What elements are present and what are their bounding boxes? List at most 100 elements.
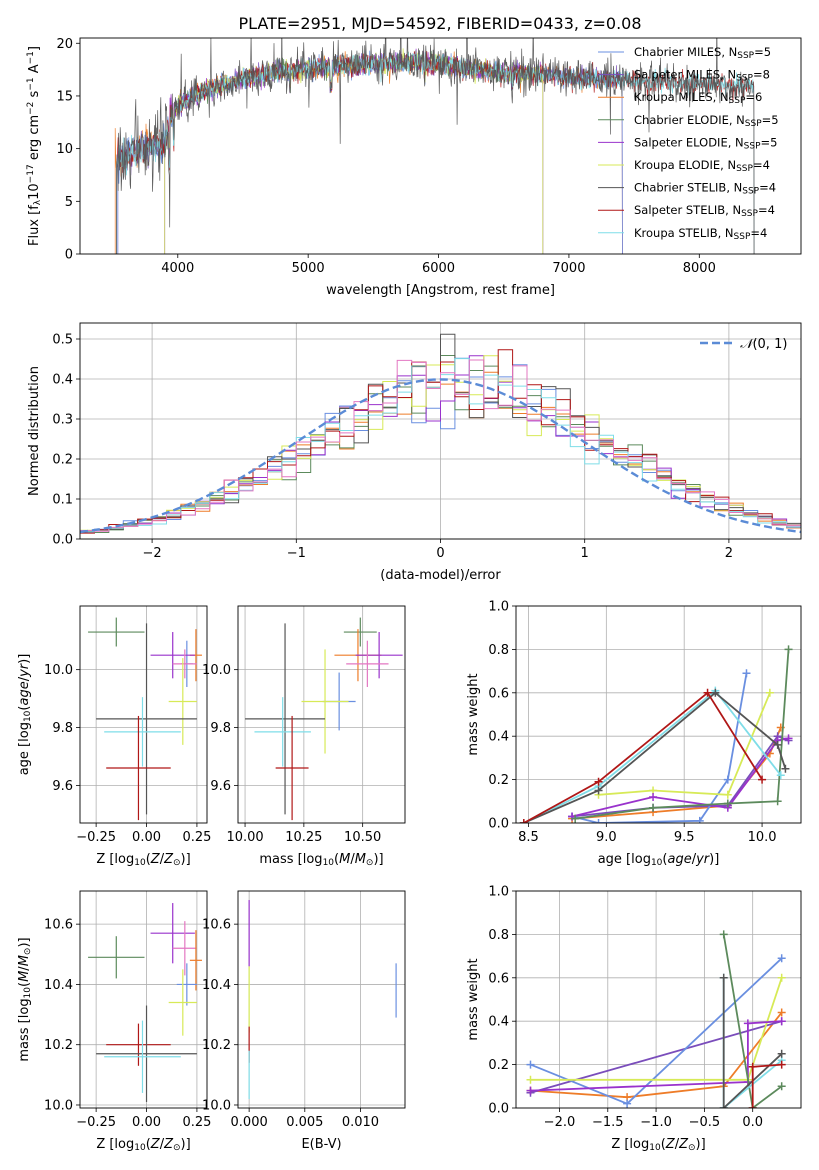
y-tick-label: 0.1 (52, 493, 73, 508)
z-weight-panel: −2.0 −1.5 −1.0 −0.5 0.0 0.0 0.2 0.4 0.6 0.8 1.0 mas… (466, 885, 802, 1153)
weight-marker (719, 930, 728, 939)
weight-marker (594, 786, 603, 795)
axes-frame (79, 605, 208, 824)
figure-title: PLATE=2951, MJD=54592, FIBERID=0433, z=0… (238, 14, 641, 33)
y-axis-label: Flux [fλ10−17 erg cm−2 s−1 A−1] (26, 46, 43, 246)
weight-marker (777, 973, 786, 982)
z-mass-panel: −0.25 0.00 0.25 10.0 10.2 10.4 10.6 Z [log10(Z/… (17, 890, 211, 1153)
y-tick-label: 9.6 (210, 779, 231, 794)
y-tick-label: 10.4 (44, 978, 73, 993)
y-tick-label: 0.2 (488, 773, 509, 788)
spectrum-line (116, 38, 755, 254)
x-tick-label: 2 (725, 546, 733, 561)
weight-marker (784, 645, 793, 654)
spectrum-line (116, 52, 755, 254)
legend-label: Kroupa MILES, NSSP=6 (634, 90, 762, 106)
x-axis-label: age [log10(age/yr)] (598, 852, 720, 868)
weight-line (523, 689, 782, 823)
x-tick-label: 8000 (683, 261, 716, 276)
plot-area (248, 900, 397, 1099)
x-tick-label: 9.0 (596, 830, 617, 845)
y-tick-label: 0.2 (488, 1058, 509, 1073)
weight-line (598, 692, 771, 796)
x-tick-label: 0.00 (132, 1115, 161, 1130)
x-axis-label: wavelength [Angstrom, rest frame] (326, 283, 555, 298)
x-tick-label: −1.5 (592, 1115, 624, 1130)
y-tick-label: 0.0 (488, 817, 509, 832)
y-tick-label: 9.8 (210, 721, 231, 736)
y-tick-label: 1.0 (488, 600, 509, 615)
axes-frame (515, 890, 802, 1109)
weight-marker (748, 1104, 757, 1108)
x-tick-label: −2 (143, 546, 162, 561)
weight-marker (748, 1062, 757, 1071)
x-tick-label: −1 (287, 546, 306, 561)
x-tick-label: 8.5 (518, 830, 539, 845)
y-tick-label: 5 (65, 195, 73, 210)
x-axis-label: Z [log10(Z/Z⊙)] (96, 852, 190, 868)
x-tick-label: 9.5 (674, 830, 695, 845)
weight-marker (723, 799, 732, 808)
axes-frame (515, 605, 802, 824)
weight-line (722, 977, 783, 1108)
weight-marker (526, 1060, 535, 1069)
x-tick-label: 0.010 (342, 1115, 379, 1130)
y-tick-label: 1.0 (488, 885, 509, 900)
weight-marker (742, 669, 751, 678)
residuals-panel: −2 −1 0 1 2 0.0 0.1 0.2 0.3 0.4 0.5 (data-model)/er… (27, 322, 802, 583)
y-tick-label: 10.0 (202, 663, 231, 678)
x-tick-label: −2.0 (544, 1115, 576, 1130)
spectrum-panel: 4000 5000 6000 7000 8000 0 5 10 15 20 wavelength [… (26, 37, 802, 298)
legend-label: Salpeter MILES, NSSP=8 (634, 68, 770, 84)
x-tick-label: 0.00 (132, 830, 161, 845)
y-tick-label: 0.4 (52, 373, 73, 388)
weight-marker (777, 1017, 786, 1026)
x-tick-label: 10.50 (344, 830, 381, 845)
spectrum-line (117, 52, 623, 254)
x-tick-label: 0.005 (286, 1115, 323, 1130)
x-axis-label: E(B-V) (301, 1137, 341, 1152)
y-tick-label: 0.6 (488, 971, 509, 986)
y-axis-label: mass weight (466, 673, 481, 755)
weight-marker (765, 688, 774, 697)
legend-label: Kroupa ELODIE, NSSP=4 (634, 158, 770, 174)
y-axis-label: mass [log10(M/M⊙)] (17, 937, 33, 1061)
weight-marker (526, 1075, 535, 1084)
z-age-panel: −0.25 0.00 0.25 9.6 9.8 10.0 Z [log10(Z/Z⊙)] ag… (17, 605, 211, 868)
age-weight-panel: 8.5 9.0 9.5 10.0 0.0 0.2 0.4 0.6 0.8 1.0 mass weig… (466, 600, 802, 868)
weight-marker (776, 771, 785, 780)
axes-frame (79, 322, 802, 540)
weight-line (523, 691, 763, 823)
plot-area (88, 617, 202, 821)
y-axis-label: mass weight (466, 958, 481, 1040)
x-tick-label: 10.0 (748, 830, 777, 845)
y-tick-label: 15 (56, 89, 73, 104)
x-tick-label: −1.0 (640, 1115, 672, 1130)
weight-marker (594, 777, 603, 786)
y-tick-label: 10.4 (202, 978, 231, 993)
weight-marker (526, 1086, 535, 1095)
y-tick-label: 10.0 (44, 1098, 73, 1113)
x-tick-label: 6000 (422, 261, 455, 276)
x-tick-label: 10.25 (285, 830, 322, 845)
weight-marker (777, 1008, 786, 1017)
plot-area (80, 333, 801, 534)
weight-marker (777, 1049, 786, 1058)
x-tick-label: −0.25 (76, 830, 116, 845)
plot-area (88, 903, 202, 1102)
y-axis-label: age [log10(age/yr)] (17, 654, 33, 776)
y-tick-label: 10.6 (44, 918, 73, 933)
y-tick-label: 10 (56, 142, 73, 157)
y-tick-label: 10.0 (202, 1098, 231, 1113)
spectrum-line (117, 50, 623, 254)
normal-curve (80, 378, 801, 534)
legend-label: Chabrier MILES, NSSP=5 (634, 45, 771, 61)
x-axis-label: Z [log10(Z/Z⊙)] (611, 1137, 705, 1153)
x-tick-label: 7000 (552, 261, 585, 276)
weight-marker (594, 819, 603, 823)
weight-marker (773, 740, 782, 749)
weight-marker (773, 797, 782, 806)
y-tick-label: 10.2 (44, 1038, 73, 1053)
y-tick-label: 0.5 (52, 333, 73, 348)
